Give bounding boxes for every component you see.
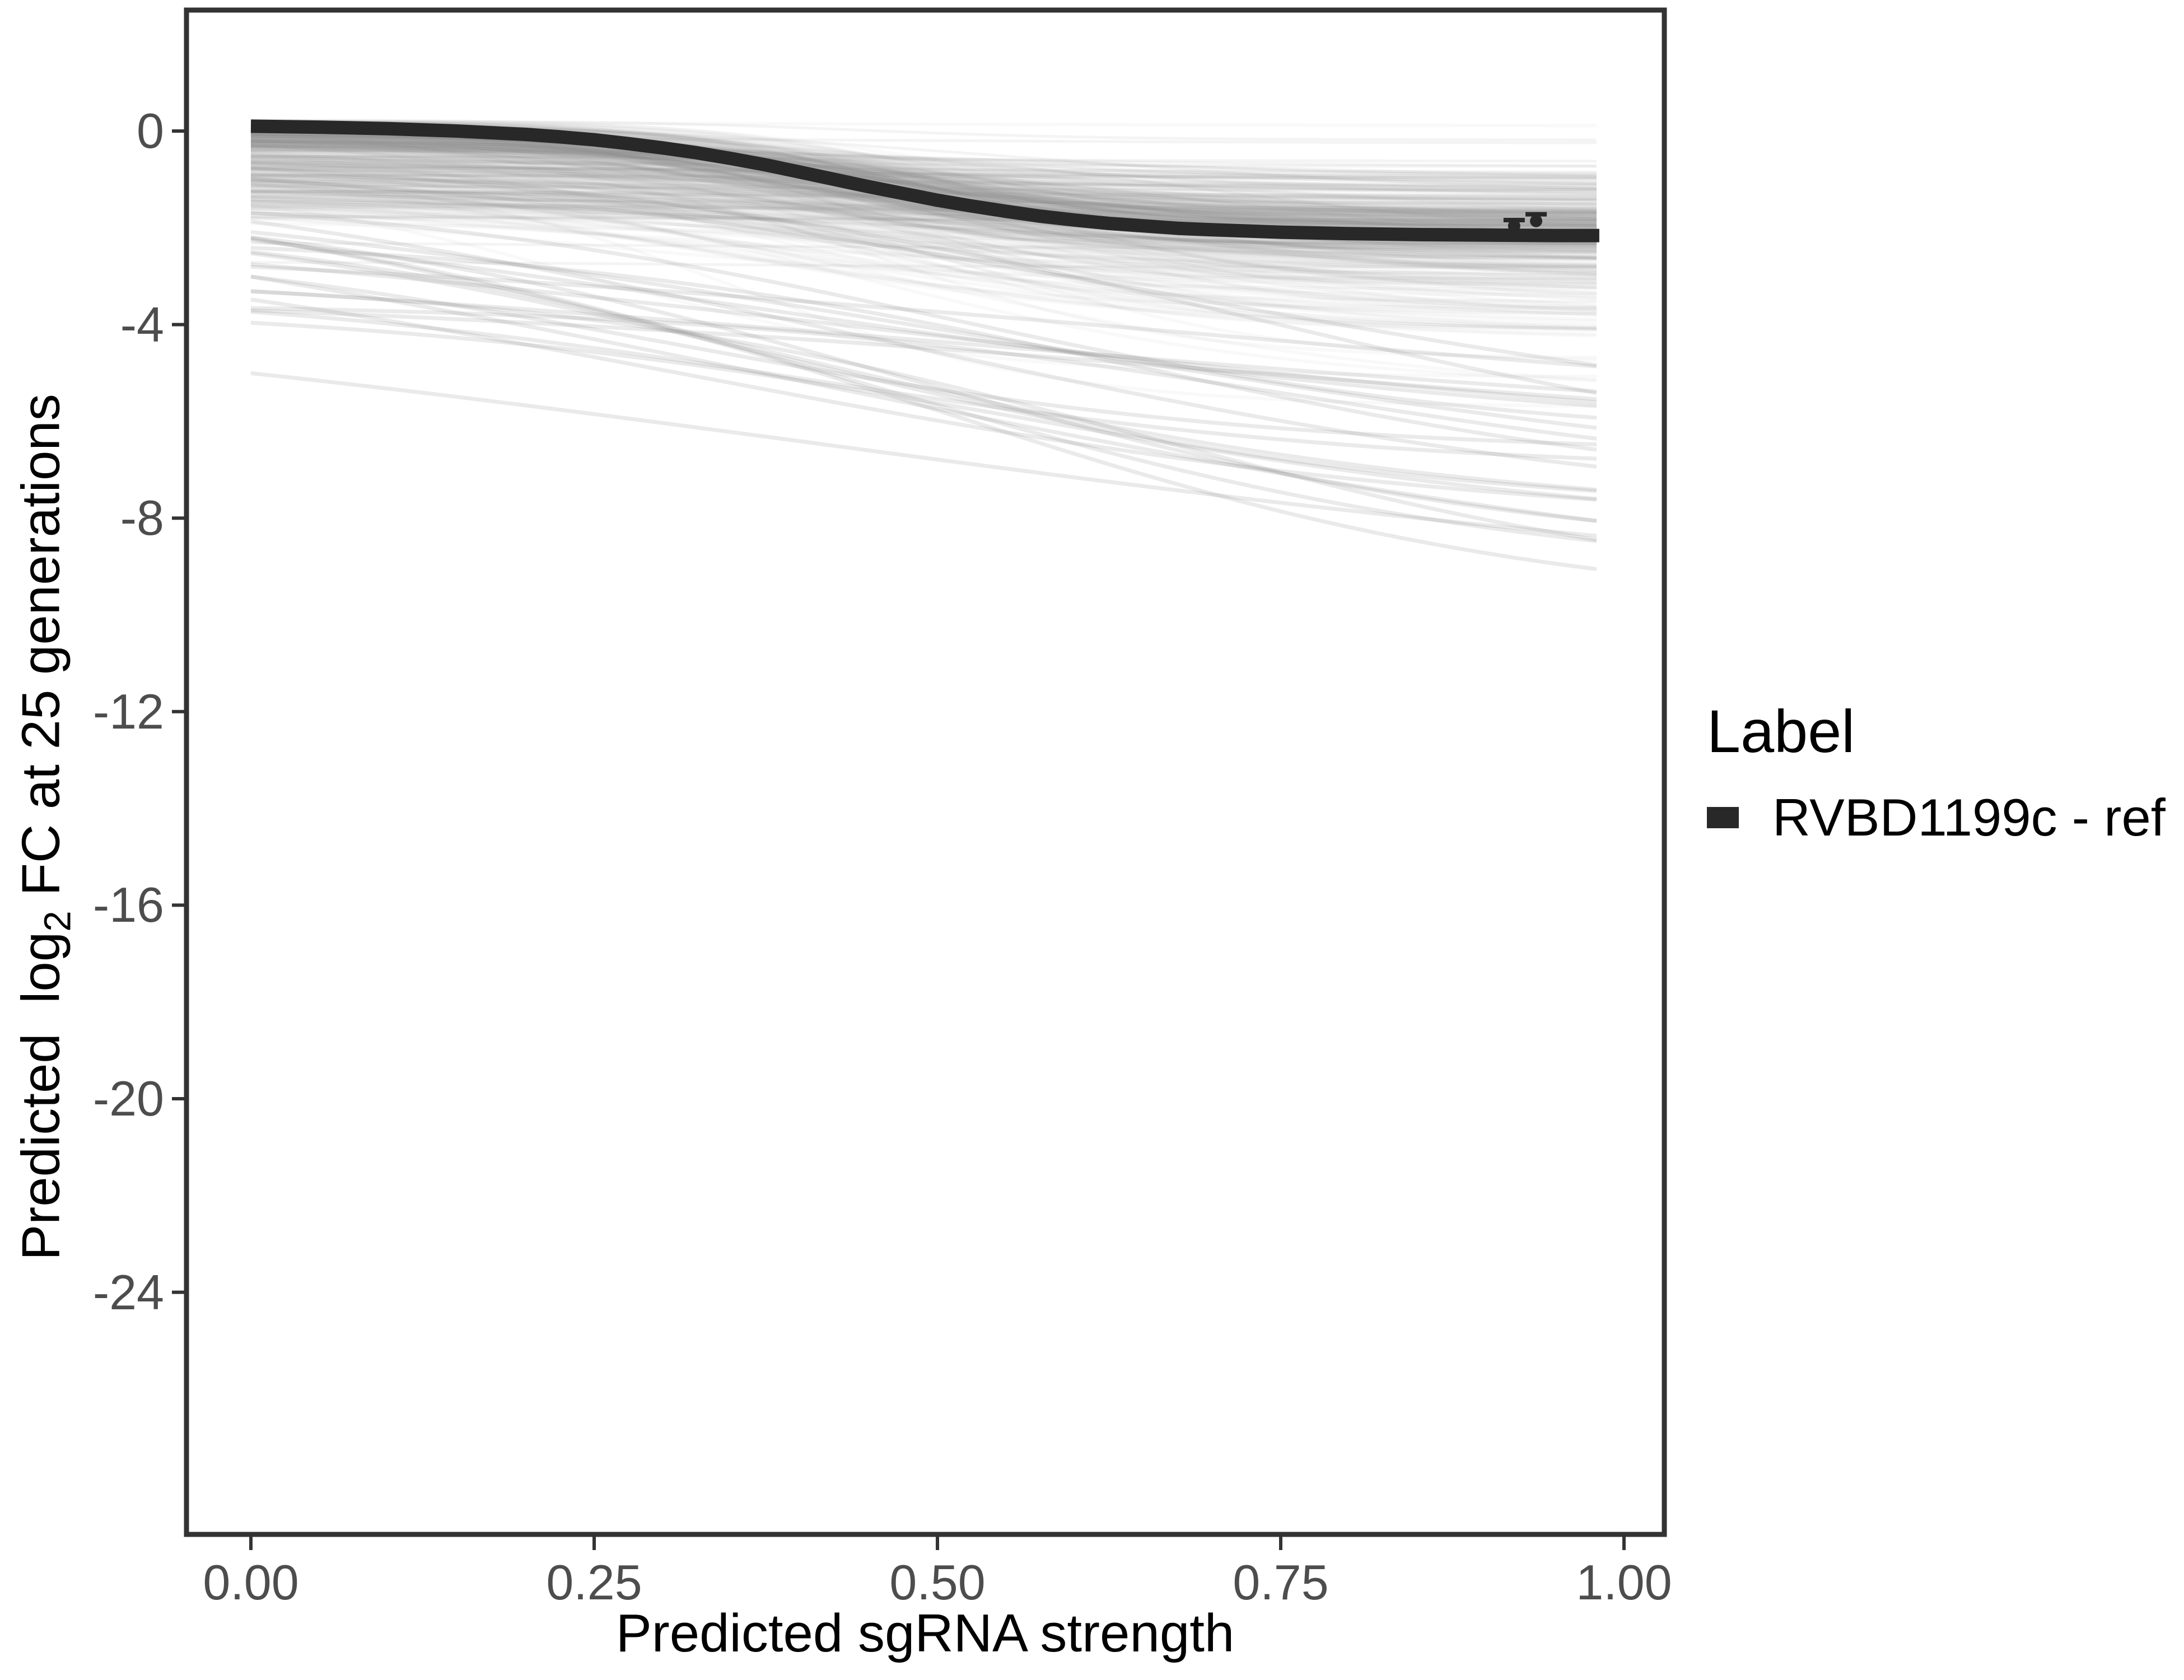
x-tick-label: 1.00 [1576,1555,1672,1610]
x-axis-ticks [249,1536,1626,1550]
y-tick-label: 0 [137,103,164,158]
y-tick-label: -8 [120,490,164,546]
x-tick-label: 0.25 [546,1555,642,1610]
legend-title: Label [1707,697,1855,765]
y-tick-label: -12 [92,683,164,739]
legend-item-label: RVBD1199c - ref [1772,788,2166,847]
x-tick-label: 0.75 [1233,1555,1329,1610]
legend-item: RVBD1199c - ref [1707,787,2166,848]
y-tick-label: -24 [92,1264,164,1320]
x-axis-title: Predicted sgRNA strength [615,1603,1235,1663]
y-tick-label: -20 [92,1071,164,1126]
ensemble-curves [250,119,1597,571]
legend: Label RVBD1199c - ref [1707,701,2166,848]
y-title-suffix: FC at 25 generations [11,394,71,911]
y-axis-ticks [172,129,184,1294]
x-tick-label: 0.50 [889,1555,986,1610]
y-tick-label: -4 [120,296,164,352]
legend-key-swatch [1707,807,1739,828]
x-tick-label: 0.00 [203,1555,299,1610]
y-tick-label: -16 [92,877,164,933]
pointrange-markers [1503,212,1547,232]
ref-curve [250,119,1599,242]
panel-border [184,7,1667,1537]
